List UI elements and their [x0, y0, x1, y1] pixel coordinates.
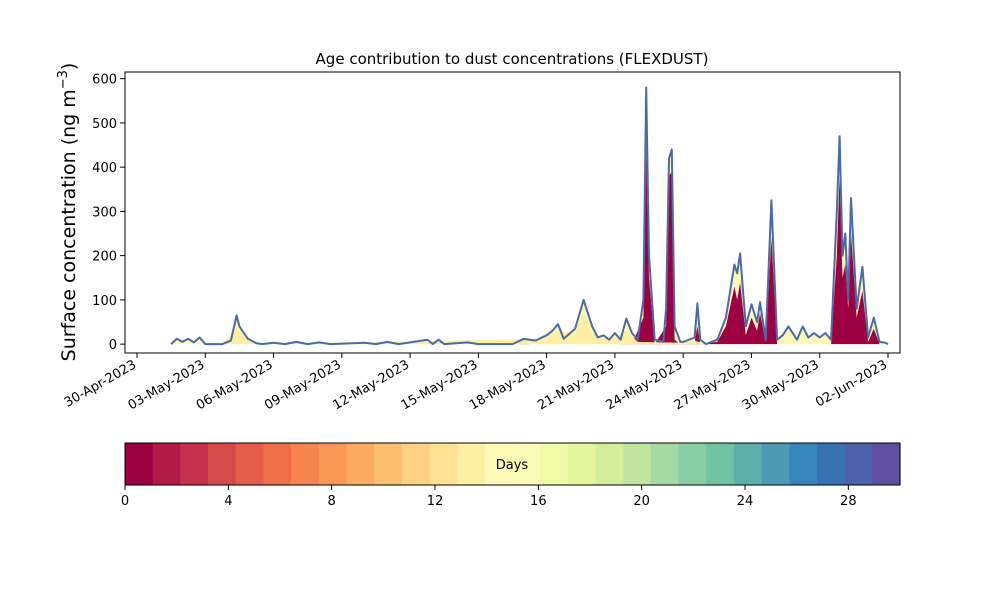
- colorbar-tick-label: 4: [224, 494, 232, 509]
- colorbar-swatch: [235, 443, 264, 485]
- colorbar-swatch: [789, 443, 818, 485]
- colorbar-swatch: [346, 443, 375, 485]
- colorbar-swatch: [650, 443, 680, 485]
- colorbar-swatch: [180, 443, 209, 485]
- colorbar-swatch: [567, 443, 597, 485]
- colorbar-tick-label: 24: [737, 494, 754, 509]
- colorbar-swatch: [761, 443, 790, 485]
- colorbar-swatch: [374, 443, 403, 485]
- colorbar-label: Days: [496, 458, 529, 473]
- plot-frame: [124, 71, 901, 354]
- colorbar-swatch: [844, 443, 873, 485]
- series-area-young: [518, 153, 880, 345]
- colorbar-swatch: [263, 443, 292, 485]
- colorbar-tick-label: 12: [427, 494, 444, 509]
- colorbar-swatch: [401, 443, 431, 485]
- y-tick-label: 0: [109, 338, 117, 353]
- colorbar: 0 4 8 12 16 20 24 28: [121, 443, 901, 509]
- y-tick-label: 400: [92, 161, 117, 176]
- colorbar-tick-label: 0: [121, 494, 129, 509]
- colorbar-tick-label: 8: [328, 494, 336, 509]
- colorbar-swatch: [484, 443, 514, 485]
- colorbar-swatch: [733, 443, 763, 485]
- y-tick-label: 500: [92, 117, 117, 132]
- colorbar-tick-label: 20: [633, 494, 650, 509]
- colorbar-swatch: [706, 443, 735, 485]
- colorbar-swatch: [152, 443, 181, 485]
- colorbar-swatch: [540, 443, 569, 485]
- colorbar-tick-label: 28: [840, 494, 857, 509]
- series-line-total: [170, 86, 889, 346]
- colorbar-swatch: [318, 443, 348, 485]
- colorbar-swatch: [429, 443, 458, 485]
- plot-areas: [170, 86, 889, 346]
- y-tick-label: 200: [92, 250, 117, 265]
- colorbar-swatch: [678, 443, 707, 485]
- colorbar-swatch: [291, 443, 320, 485]
- chart-title: Age contribution to dust concentrations …: [316, 50, 709, 68]
- series-area-aged: [222, 311, 706, 345]
- colorbar-swatch: [595, 443, 624, 485]
- colorbar-swatch: [872, 443, 901, 485]
- colorbar-tick-label: 16: [530, 494, 547, 509]
- colorbar-swatch: [125, 443, 154, 485]
- y-axis-label: Surface concentration (ng m−3): [56, 63, 80, 362]
- colorbar-frame: [124, 442, 901, 486]
- y-tick-label: 100: [92, 294, 117, 309]
- colorbar-swatch: [512, 443, 541, 485]
- colorbar-swatch: [623, 443, 652, 485]
- colorbar-swatch: [457, 443, 486, 485]
- y-tick-label: 300: [92, 205, 117, 220]
- colorbar-swatch: [816, 443, 846, 485]
- y-tick-label: 600: [92, 73, 117, 88]
- colorbar-swatch: [208, 443, 237, 485]
- y-axis: 0 100 200 300 400 500 600: [92, 73, 125, 353]
